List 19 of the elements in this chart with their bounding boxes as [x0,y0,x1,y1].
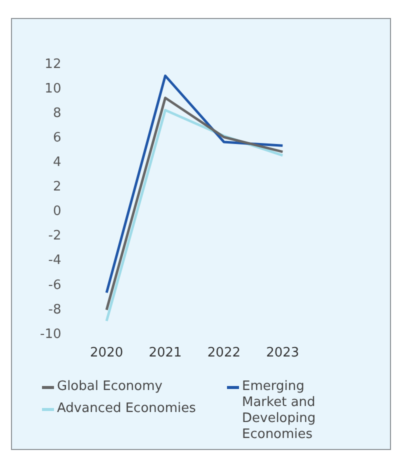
x-tick-label: 2020 [90,346,124,361]
y-tick-label: 4 [52,155,62,170]
legend-label: Advanced Economies [57,401,196,417]
legend-label: Emerging Market and Developing Economies [242,379,317,443]
y-tick-label: 10 [44,82,62,97]
y-tick-label: 2 [52,180,62,195]
x-tick-label: 2022 [207,346,241,361]
y-tick-label: -10 [40,326,62,342]
y-tick-label: -4 [48,253,62,268]
y-tick-label: -8 [48,302,62,318]
y-tick-label: -6 [48,278,62,293]
x-tick-label: 2021 [148,346,182,361]
y-tick-label: 6 [52,130,62,146]
x-tick-label: 2023 [266,346,300,361]
legend-label: Global Economy [57,379,162,395]
y-tick-label: 12 [44,57,62,72]
y-tick-label: 8 [52,106,62,122]
y-tick-label: -2 [48,228,62,244]
y-tick-label: 0 [52,204,62,220]
